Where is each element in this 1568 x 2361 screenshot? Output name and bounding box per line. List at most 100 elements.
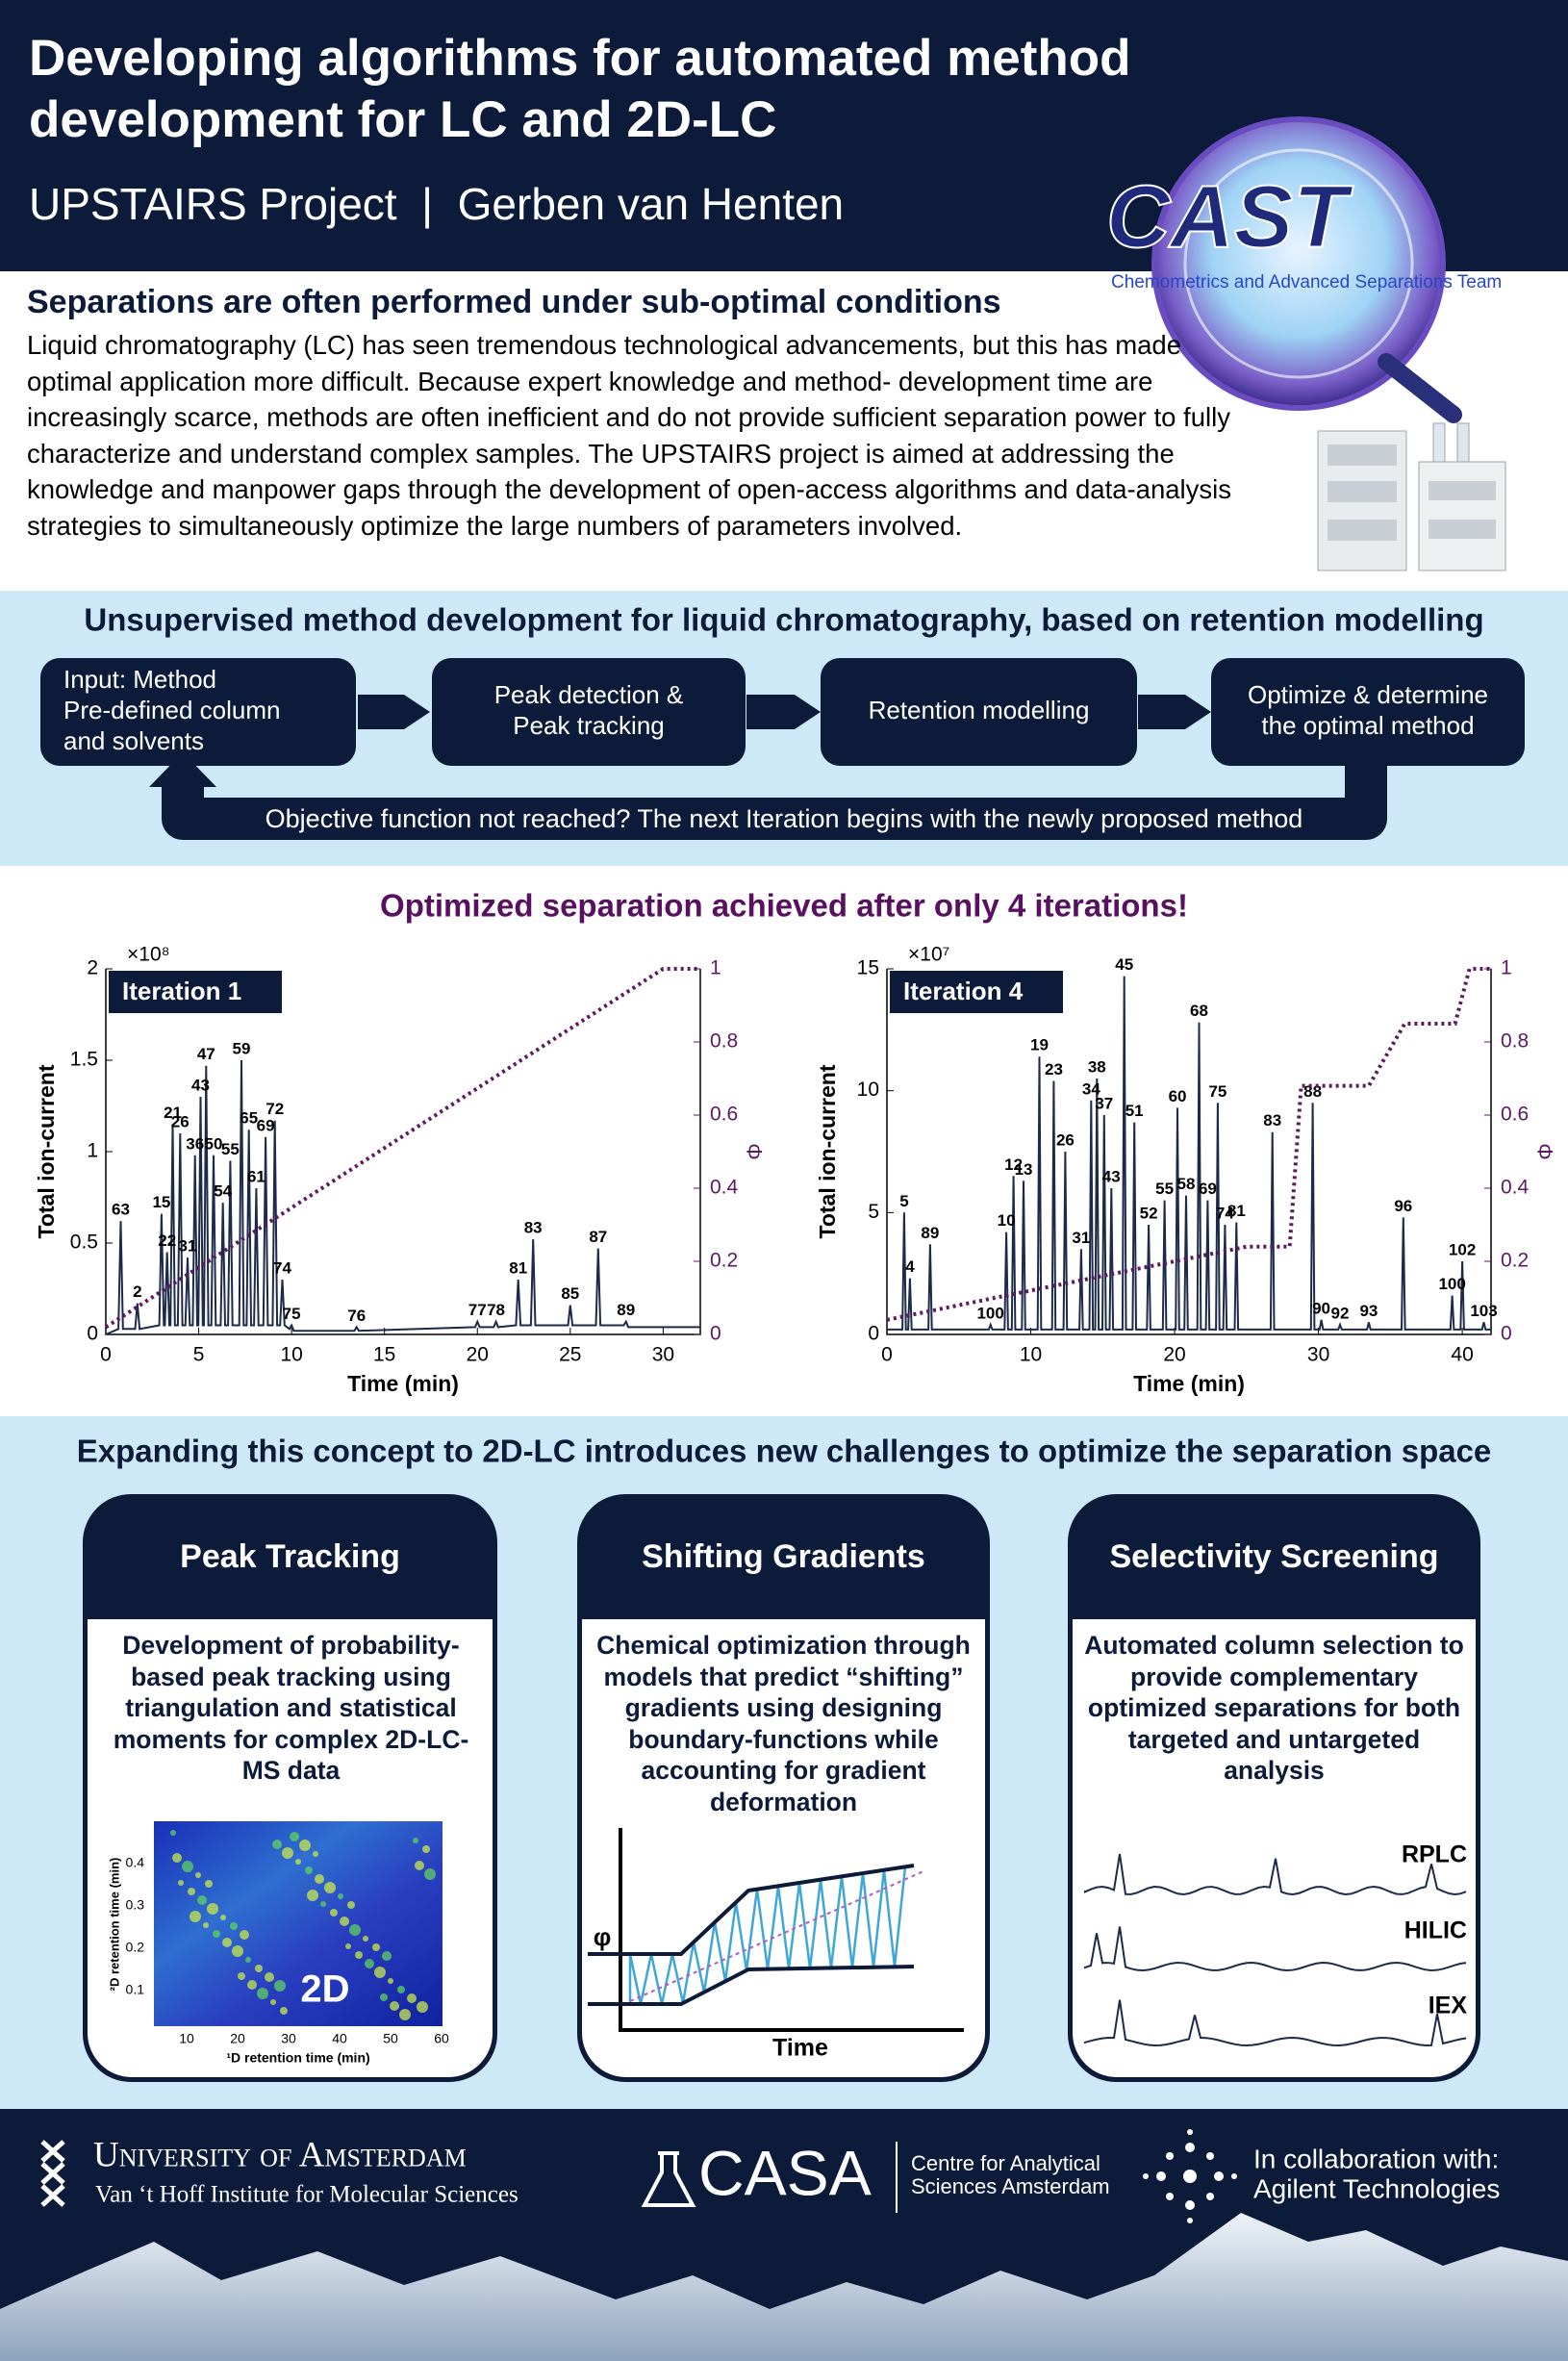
peak-label: 60 [1169, 1087, 1187, 1105]
heatmap-speck [197, 1895, 207, 1905]
peak-label: 26 [1056, 1130, 1075, 1149]
flow-step-text: Peak tracking [513, 711, 665, 740]
inset-tick: 20 [230, 2031, 245, 2046]
heatmap-speck [320, 1901, 326, 1907]
heatmap-speck [397, 1986, 405, 1993]
loop-arrowhead [149, 752, 216, 787]
x-axis-label: Time (min) [1133, 1371, 1245, 1396]
flow-step [40, 658, 356, 766]
peak-label: 55 [221, 1140, 240, 1158]
inset-tick: 0.1 [126, 1982, 145, 1997]
peak-label: 74 [1216, 1204, 1234, 1222]
peak-label: 43 [1102, 1167, 1121, 1185]
heatmap-speck [182, 1861, 193, 1872]
heatmap-speck [170, 1830, 176, 1836]
selectivity-trace [1084, 1999, 1467, 2047]
inset-label: 2D [300, 1968, 349, 2011]
heatmap-speck [247, 1980, 257, 1990]
inset-tick: 0.4 [126, 1855, 145, 1870]
y-axis-label: Total ion-current [815, 1064, 840, 1238]
heatmap-speck [407, 1993, 417, 2003]
peak-label: 12 [1004, 1155, 1023, 1174]
peak-label: 55 [1155, 1180, 1174, 1198]
peak-label: 72 [266, 1100, 284, 1118]
heatmap-speck [265, 1972, 274, 1982]
peak-label: 47 [197, 1045, 215, 1063]
heatmap-speck [282, 1847, 293, 1859]
x-tick-label: 5 [193, 1344, 205, 1366]
heatmap-speck [417, 2001, 428, 2013]
heatmap-speck [190, 1911, 201, 1922]
heatmap-speck [230, 1922, 238, 1930]
peak-label: 100 [1438, 1275, 1465, 1293]
y2-axis-label: Φ [1533, 1143, 1557, 1160]
peak-label: 68 [1190, 1002, 1208, 1020]
gradient-line [886, 967, 1491, 1322]
selectivity-label: RPLC [1402, 1841, 1467, 1868]
casa-line: Centre for Analytical [911, 2151, 1100, 2175]
peak-label: 50 [205, 1134, 223, 1153]
heatmap-speck [415, 1861, 424, 1870]
gradient-line [104, 967, 700, 1330]
peak-label: 93 [1359, 1302, 1378, 1320]
y2-tick-label: 0 [710, 1323, 721, 1345]
iteration-box [890, 971, 1063, 1013]
peak-label: 19 [1030, 1036, 1049, 1054]
inset-axis-label: ¹D retention time (min) [226, 2050, 369, 2066]
heatmap [154, 1821, 443, 2026]
peak-label: 103 [1470, 1302, 1497, 1320]
flow-step-text: the optimal method [1261, 711, 1474, 740]
title-line: Developing algorithms for automated meth… [29, 30, 1130, 87]
flow-step-text: Retention modelling [869, 696, 1090, 724]
peak-label: 13 [1015, 1160, 1033, 1179]
iteration-box [109, 971, 282, 1013]
peak-label: 59 [233, 1039, 251, 1057]
peak-label: 61 [247, 1167, 266, 1185]
heatmap-speck [299, 1840, 311, 1851]
heatmap-speck [372, 1943, 380, 1951]
heatmap-speck [240, 1930, 249, 1940]
heatmap-speck [290, 1832, 299, 1841]
peak-label: 31 [179, 1237, 197, 1256]
x-tick-label: 30 [1307, 1344, 1329, 1366]
flow-arrow [1138, 695, 1211, 729]
heatmap-speck [355, 1951, 363, 1959]
peak-label: 77 [468, 1301, 487, 1319]
peak-label: 51 [1125, 1102, 1144, 1120]
peak-label: 75 [283, 1305, 301, 1323]
collab-line: Agilent Technologies [1253, 2173, 1500, 2203]
heatmap-speck [274, 1980, 286, 1992]
heatmap-speck [203, 1922, 209, 1928]
y2-tick-label: 0.6 [710, 1104, 738, 1126]
heatmap-speck [205, 1880, 213, 1888]
heatmap-speck [424, 1868, 436, 1880]
heatmap-speck [220, 1915, 226, 1920]
y2-tick-label: 0 [1501, 1323, 1512, 1345]
peak-label: 26 [171, 1112, 190, 1130]
peak-label: 5 [899, 1192, 908, 1210]
selectivity-label: IEX [1429, 1993, 1468, 2019]
x-tick-label: 0 [881, 1344, 893, 1366]
y-multiplier: ×10⁷ [908, 944, 949, 966]
iteration-title: Iteration 1 [122, 977, 241, 1005]
heatmap-speck [307, 1890, 318, 1901]
flow-step-text: Pre-defined column [63, 696, 280, 724]
x-tick-label: 20 [1163, 1344, 1185, 1366]
flow-step-text: Input: Method [63, 665, 216, 694]
peak-label: 83 [524, 1219, 543, 1237]
heatmap-speck [345, 1943, 351, 1949]
heatmap-speck [295, 1859, 301, 1865]
peak-label: 36 [186, 1134, 204, 1153]
peak-label: 31 [1072, 1229, 1090, 1247]
flow-step [432, 658, 746, 766]
x-tick-label: 15 [373, 1344, 395, 1366]
iteration-title: Iteration 4 [903, 977, 1024, 1005]
heatmap-speck [238, 1972, 245, 1980]
agilent-spark [1143, 2129, 1237, 2223]
heatmap-speck [347, 1901, 355, 1909]
y-axis-label: Total ion-current [34, 1064, 59, 1238]
flow-arrow [358, 695, 430, 729]
